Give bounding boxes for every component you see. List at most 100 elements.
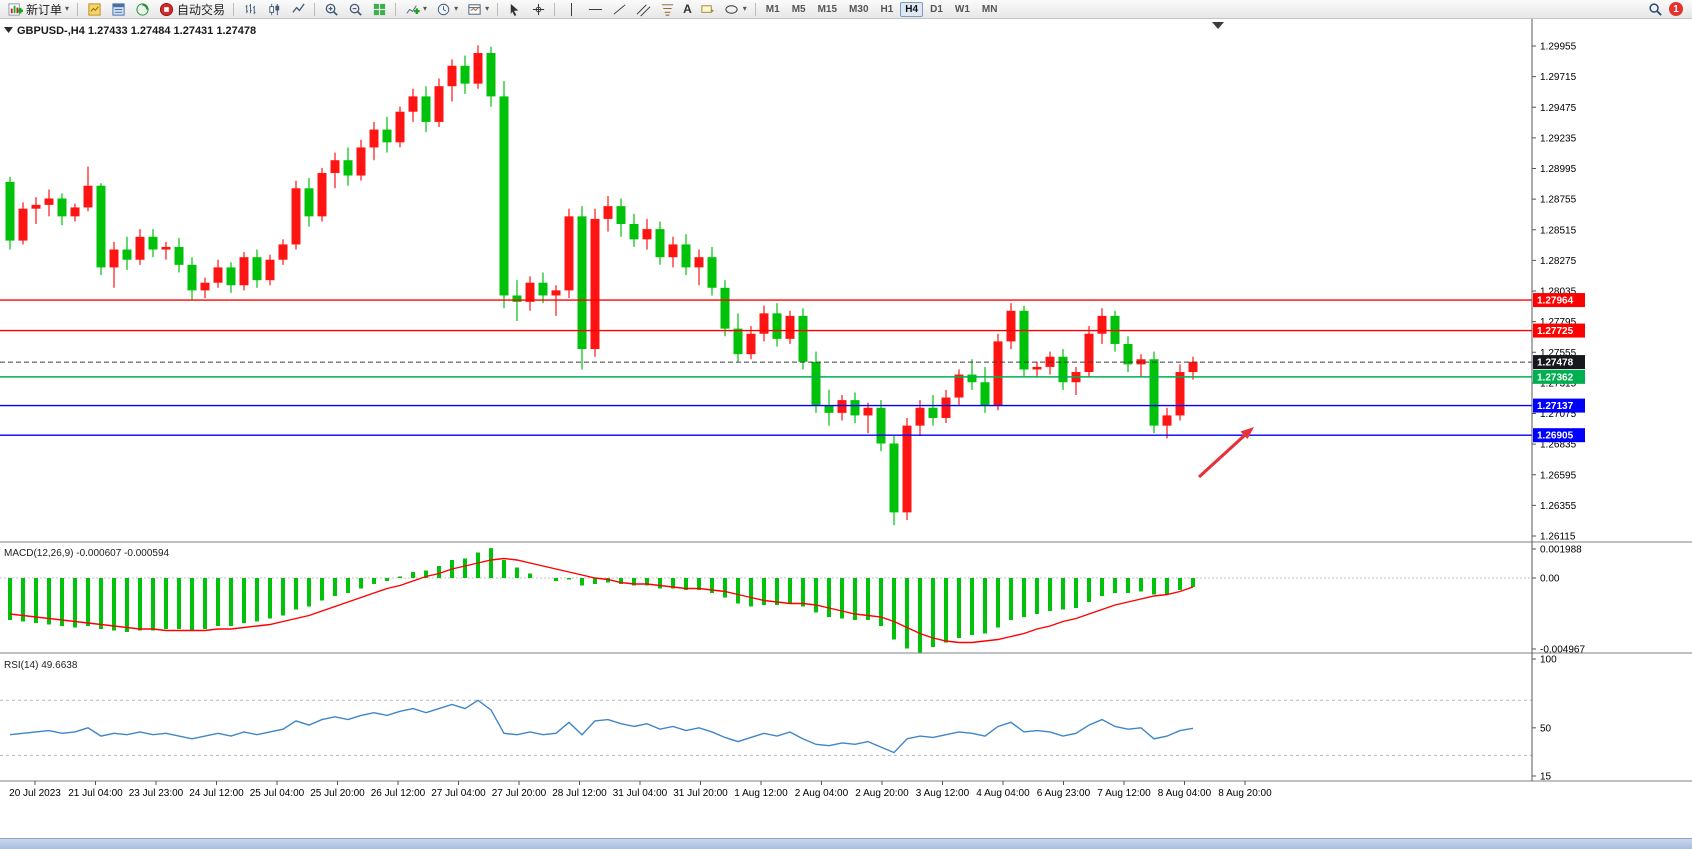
level-price-tag-label: 1.26905: [1537, 431, 1574, 442]
time-axis-label: 27 Jul 04:00: [431, 788, 486, 799]
candle-body: [629, 224, 639, 240]
level-price-tag-label: 1.27725: [1537, 326, 1574, 337]
separator: [77, 2, 79, 16]
price-tag: [1533, 293, 1585, 308]
price-axis-label: 1.26595: [1540, 470, 1577, 481]
text-tool-button[interactable]: A: [679, 0, 696, 19]
candle-body: [850, 400, 860, 416]
fibonacci-tool-button[interactable]: [655, 0, 679, 19]
candle-body: [759, 313, 769, 334]
crosshair-tool-button[interactable]: [526, 0, 550, 19]
auto-trading-button[interactable]: 自动交易: [154, 0, 229, 19]
candle-body: [707, 257, 717, 288]
candlestick-mode-button[interactable]: [262, 0, 286, 19]
label-tool-button[interactable]: [696, 0, 720, 19]
timeframe-h4-button[interactable]: H4: [900, 1, 924, 17]
chevron-down-icon: ▾: [742, 4, 747, 13]
price-scale[interactable]: 1.29955 1.29715 1.29475 1.29235 1.28995 1.287…: [1532, 42, 1585, 783]
line-chart-icon: [290, 1, 306, 17]
label-icon: [700, 1, 716, 17]
search-button[interactable]: [1643, 0, 1667, 19]
chart-shift-marker[interactable]: [1212, 22, 1224, 29]
trendline-tool-button[interactable]: [607, 0, 631, 19]
horizontal-line-tool-button[interactable]: [583, 0, 607, 19]
pane-frames: [0, 19, 1692, 782]
timeframe-m5-button[interactable]: M5: [791, 3, 806, 15]
vertical-line-tool-button[interactable]: [559, 0, 583, 19]
one-click-trading-toggle[interactable]: [4, 27, 13, 33]
candle-body: [538, 282, 548, 296]
candle-body: [928, 407, 938, 418]
line-chart-mode-button[interactable]: [286, 0, 310, 19]
time-axis-label: 4 Aug 04:00: [976, 788, 1030, 799]
candle-body: [1149, 359, 1159, 426]
timeframe-d1-button[interactable]: D1: [930, 3, 943, 15]
candle-body: [993, 341, 1003, 406]
candle-body: [941, 397, 951, 418]
text-tool-glyph: A: [683, 2, 692, 16]
time-axis-label: 28 Jul 12:00: [552, 788, 607, 799]
bar-chart-mode-button[interactable]: [238, 0, 262, 19]
candle-body: [798, 315, 808, 362]
new-order-button[interactable]: 新订单 ▾: [3, 0, 73, 19]
chevron-down-icon: ▾: [65, 4, 70, 13]
timeframe-m1-button[interactable]: M1: [765, 3, 780, 15]
market-watch-button[interactable]: [82, 0, 106, 19]
candle-body: [837, 400, 847, 413]
candle-body: [83, 185, 93, 208]
horizontal-scrollbar[interactable]: [0, 838, 1692, 849]
template-icon: [466, 1, 482, 17]
trendline-icon: [611, 1, 627, 17]
timeframe-h1-button[interactable]: H1: [880, 3, 894, 15]
indicators-icon: [404, 1, 420, 17]
indicators-button[interactable]: ▾: [400, 0, 431, 19]
periods-button[interactable]: ▾: [431, 0, 462, 19]
macd-pane[interactable]: MACD(12,26,9) -0.000607 -0.000594: [0, 548, 1532, 653]
candle-body: [187, 264, 197, 291]
new-order-label: 新订单: [26, 2, 63, 17]
candle-body: [57, 198, 67, 217]
arrow-annotation-shaft[interactable]: [1197, 433, 1247, 479]
candle-body: [1097, 315, 1107, 334]
zoom-in-button[interactable]: [319, 0, 343, 19]
channel-tool-button[interactable]: [631, 0, 655, 19]
chart-area[interactable]: GBPUSD-,H4 1.27433 1.27484 1.27431 1.274…: [0, 19, 1692, 838]
navigator-icon: [134, 1, 150, 17]
timeframe-mn-button[interactable]: MN: [981, 3, 998, 15]
candle-body: [330, 160, 340, 173]
price-axis-label: 1.28275: [1540, 256, 1577, 267]
cursor-tool-button[interactable]: [502, 0, 526, 19]
cursor-arrow-icon: [506, 1, 522, 17]
zoom-out-button[interactable]: [343, 0, 367, 19]
price-axis-label: 1.27555: [1540, 348, 1577, 359]
separator: [554, 2, 556, 16]
arrow-annotation-head[interactable]: [1240, 427, 1255, 439]
price-tag: [1533, 323, 1585, 338]
candle-body: [824, 405, 834, 413]
candle-body: [772, 313, 782, 339]
timeframe-w1-button[interactable]: W1: [954, 3, 970, 15]
candle-body: [5, 181, 15, 241]
time-scale[interactable]: 20 Jul 2023 21 Jul 04:00 23 Jul 23:00 24 Ju…: [9, 781, 1272, 799]
price-axis-label: 1.28035: [1540, 287, 1577, 298]
main-pane[interactable]: GBPUSD-,H4 1.27433 1.27484 1.27431 1.274…: [0, 22, 1532, 526]
rsi-pane[interactable]: RSI(14) 49.6638: [0, 660, 1532, 756]
notification-badge[interactable]: 1: [1669, 2, 1683, 16]
shapes-tool-button[interactable]: ▾: [720, 0, 751, 19]
timeframe-m15-button[interactable]: M15: [817, 3, 838, 15]
crosshair-icon: [530, 1, 546, 17]
price-chart-canvas[interactable]: GBPUSD-,H4 1.27433 1.27484 1.27431 1.274…: [0, 19, 1692, 838]
candle-body: [473, 53, 483, 84]
macd-label: MACD(12,26,9) -0.000607 -0.000594: [4, 548, 170, 559]
macd-axis-label: 0.00: [1540, 574, 1560, 585]
price-axis-label: 1.29955: [1540, 42, 1577, 53]
navigator-button[interactable]: [130, 0, 154, 19]
data-window-button[interactable]: [106, 0, 130, 19]
candle-body: [655, 229, 665, 258]
candle-body: [642, 229, 652, 240]
templates-button[interactable]: ▾: [462, 0, 493, 19]
tile-windows-button[interactable]: [367, 0, 391, 19]
candle-body: [174, 246, 184, 265]
bar-chart-icon: [242, 1, 258, 17]
timeframe-m30-button[interactable]: M30: [849, 3, 869, 15]
